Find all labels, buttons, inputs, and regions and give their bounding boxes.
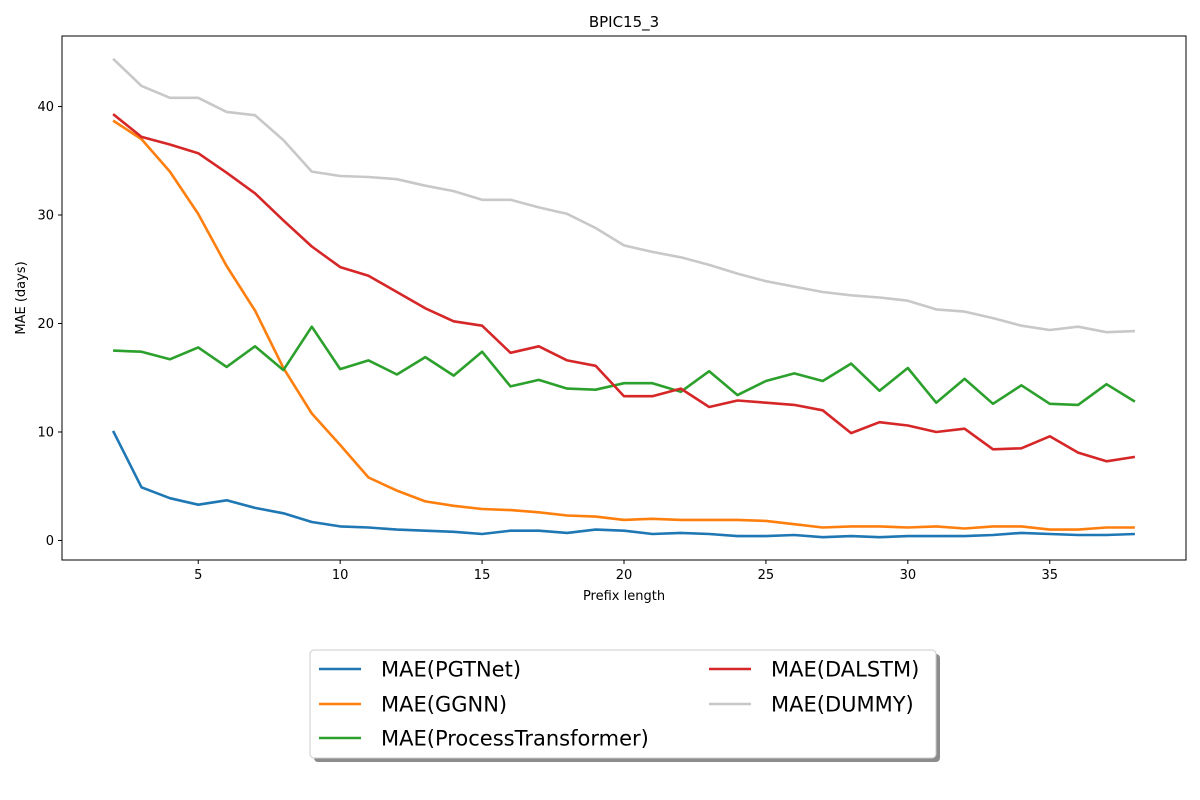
x-tick-label: 15 (474, 568, 491, 583)
x-tick-label: 30 (900, 568, 917, 583)
legend-frame (309, 649, 937, 759)
series-line-mae-pgtnet (111, 430, 1135, 539)
legend-label-mae-ggnn: MAE(GGNN) (381, 693, 507, 717)
legend-label-mae-pgtnet: MAE(PGTNet) (381, 658, 521, 682)
y-axis-label: MAE (days) (14, 261, 29, 334)
x-tick-label: 10 (332, 568, 349, 583)
x-tick-label: 25 (758, 568, 775, 583)
legend-label-mae-dalstm: MAE(DALSTM) (771, 658, 919, 682)
y-tick-label: 10 (37, 425, 54, 440)
y-tick-label: 20 (37, 317, 54, 332)
series-line-mae-dalstm (112, 113, 1136, 463)
x-axis: 5 10 15 20 25 30 35 (194, 560, 1058, 583)
x-tick-label: 20 (616, 568, 633, 583)
y-tick-label: 30 (37, 209, 54, 224)
series-layer (111, 57, 1136, 539)
series-line-mae-processtransformer (113, 325, 1136, 407)
series-line-mae-dummy (112, 57, 1135, 334)
legend-label-mae-processtransformer: MAE(ProcessTransformer) (381, 727, 649, 751)
y-tick-label: 40 (37, 100, 54, 115)
legend-label-mae-dummy: MAE(DUMMY) (771, 693, 914, 717)
x-tick-label: 35 (1041, 568, 1058, 583)
legend: MAE(PGTNet) MAE(GGNN) MAE(ProcessTransform… (309, 649, 940, 762)
x-tick-label: 5 (194, 568, 202, 583)
y-tick-label: 0 (46, 534, 54, 549)
x-axis-label: Prefix length (583, 589, 665, 604)
chart-title: BPIC15_3 (589, 13, 659, 32)
y-axis: 0 10 20 30 40 (37, 100, 62, 549)
legend-items: MAE(PGTNet) MAE(GGNN) MAE(ProcessTransform… (319, 658, 919, 751)
